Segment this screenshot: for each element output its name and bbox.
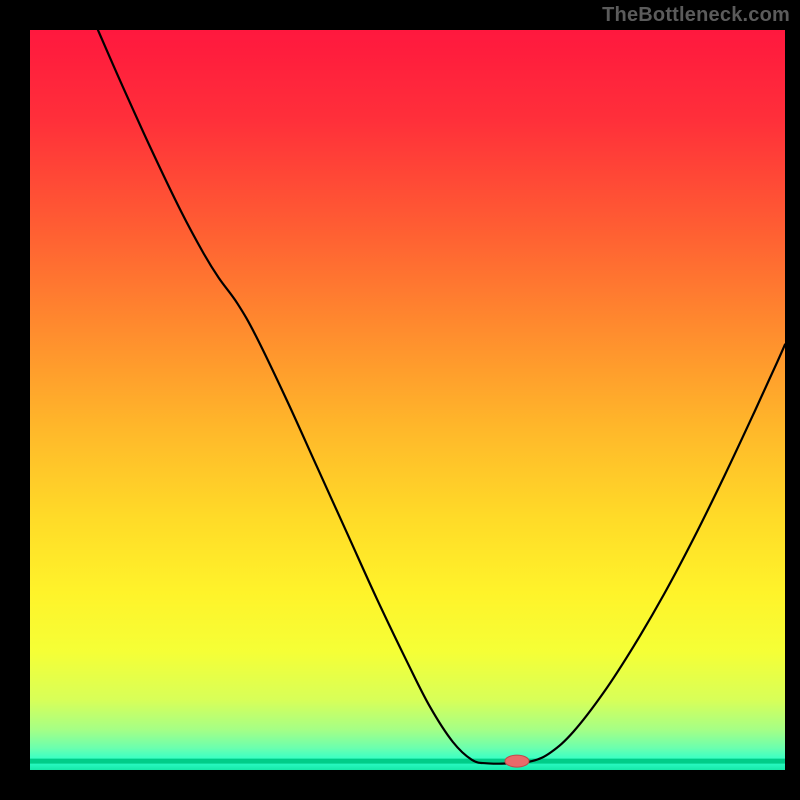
optimal-marker [505,755,529,767]
gradient-background [30,30,785,770]
watermark-text: TheBottleneck.com [602,4,790,27]
bottleneck-curve-chart [30,30,785,770]
plot-area [30,30,785,770]
chart-frame: TheBottleneck.com [0,0,800,800]
